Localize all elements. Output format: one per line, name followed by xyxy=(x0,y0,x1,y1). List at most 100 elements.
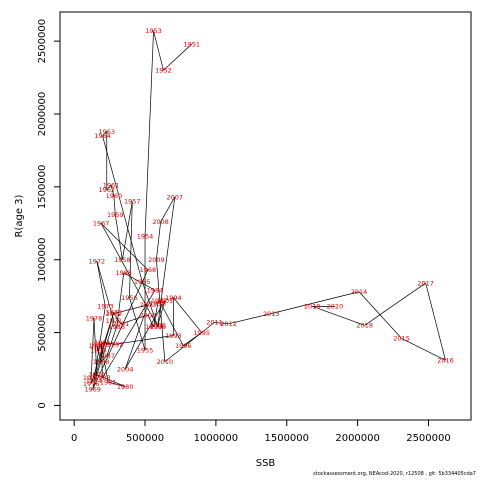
connector-segment xyxy=(97,342,103,351)
point-label: 2012 xyxy=(220,320,237,328)
point-label: 1991 xyxy=(94,339,111,347)
connector-segment xyxy=(114,214,123,260)
connector-segment xyxy=(129,297,146,351)
point-label: 2009 xyxy=(148,256,165,264)
point-label: 1965 xyxy=(134,278,151,286)
point-label: 1997 xyxy=(151,297,168,305)
point-label: 1962 xyxy=(98,186,115,194)
connector-segment xyxy=(153,30,164,71)
y-axis-title: R(age 3) xyxy=(14,194,25,237)
x-tick-label: 0 xyxy=(71,433,77,444)
connector-segment xyxy=(122,201,133,260)
y-tick-label: 0 xyxy=(37,402,48,408)
footer-credit: stockassessment.org, NEAcod-2020, r12508… xyxy=(313,471,476,477)
connector-segment xyxy=(123,272,156,291)
connector-segment xyxy=(173,297,202,333)
point-label: 1972 xyxy=(89,257,106,265)
point-label: 2007 xyxy=(167,193,184,201)
connector-segment xyxy=(113,313,122,325)
point-label: 1979 xyxy=(89,371,106,379)
point-label: 1956 xyxy=(121,294,138,302)
point-label: 1986 xyxy=(108,323,125,331)
point-label: 1955 xyxy=(137,346,154,354)
connector-segment xyxy=(156,259,166,362)
connector-segment xyxy=(100,355,108,362)
point-label: 1958 xyxy=(114,256,131,264)
point-label: 1966 xyxy=(150,323,167,331)
point-label: 1987 xyxy=(98,352,115,360)
x-tick-label: 2000000 xyxy=(335,433,380,444)
point-label: 1960 xyxy=(106,192,123,200)
point-label: 1983 xyxy=(94,374,111,382)
point-label: 1968 xyxy=(140,266,157,274)
point-label: 2006 xyxy=(150,322,167,330)
connector-segment xyxy=(100,344,109,383)
point-labels: 1951 1952 1953 1954 1955 1956 1957 1958 1959 1960… xyxy=(83,27,454,393)
connector-segment xyxy=(102,290,156,378)
connector-segment xyxy=(312,306,365,326)
connector-segment xyxy=(106,326,118,356)
connector-segment xyxy=(108,381,126,387)
point-label: 1964 xyxy=(94,132,111,140)
point-label: 1992 xyxy=(107,341,124,349)
point-label: 2008 xyxy=(152,218,169,226)
connector-segment xyxy=(90,312,115,384)
connector-segment xyxy=(364,282,426,326)
connector-segment xyxy=(163,43,193,71)
point-label: 1967 xyxy=(93,220,110,228)
point-label: 2014 xyxy=(351,288,368,296)
point-label: 1969 xyxy=(84,386,101,394)
connector-segment xyxy=(157,197,176,326)
x-axis-title: SSB xyxy=(256,458,276,469)
point-label: 2001 xyxy=(113,320,130,328)
point-label: 1989 xyxy=(89,342,106,350)
point-label: 1985 xyxy=(116,269,133,277)
connector-segment xyxy=(401,338,446,361)
point-label: 1993 xyxy=(165,332,182,340)
y-tick-label: 2000000 xyxy=(37,92,48,137)
point-label: 1977 xyxy=(83,374,100,382)
point-label: 1953 xyxy=(145,27,162,35)
point-label: 2015 xyxy=(393,335,410,343)
connector-segment xyxy=(92,269,149,390)
connector-segment xyxy=(100,223,159,327)
connector-segment xyxy=(271,291,360,314)
point-label: 1973 xyxy=(97,303,114,311)
connector-segment xyxy=(113,304,148,314)
point-label: 1984 xyxy=(147,287,164,295)
connector-segment xyxy=(92,374,98,390)
point-label: 1995 xyxy=(193,329,210,337)
point-label: 1963 xyxy=(98,128,115,136)
x-axis: 0 500000 1000000 1500000 2000000 2500000 xyxy=(71,419,451,444)
point-label: 1975 xyxy=(106,308,123,316)
point-label: 1951 xyxy=(184,40,201,48)
point-label: 1990 xyxy=(90,346,107,354)
connector-segment xyxy=(90,317,95,378)
point-label: 2002 xyxy=(106,310,123,318)
x-tick-label: 1000000 xyxy=(194,433,239,444)
point-label: 1981 xyxy=(100,378,117,386)
point-label: 1996 xyxy=(175,342,192,350)
y-tick-label: 2500000 xyxy=(37,19,48,64)
connector-segment xyxy=(157,300,166,326)
y-tick-label: 1000000 xyxy=(37,237,48,282)
connector-segment xyxy=(96,261,115,322)
point-label: 2010 xyxy=(157,358,174,366)
x-tick-label: 2500000 xyxy=(406,433,451,444)
point-label: 1957 xyxy=(124,198,141,206)
point-label: 1970 xyxy=(89,371,106,379)
connector-segment xyxy=(93,317,98,375)
point-label: 1980 xyxy=(117,383,134,391)
point-label: 1961 xyxy=(103,182,120,190)
connector-segment xyxy=(100,223,149,271)
connector-segment xyxy=(164,322,215,362)
point-label: 1982 xyxy=(93,341,110,349)
connector-segment xyxy=(124,300,166,370)
point-label: 2003 xyxy=(140,301,157,309)
connector-segment xyxy=(156,221,161,260)
point-label: 1988 xyxy=(93,358,110,366)
point-label: 1976 xyxy=(83,380,100,388)
point-label: 2020 xyxy=(327,303,344,311)
